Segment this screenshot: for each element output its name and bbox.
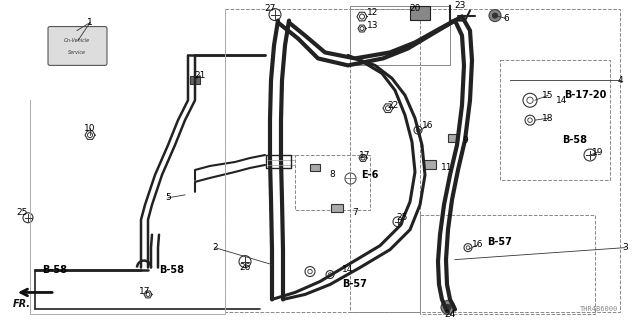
Text: 7: 7 [352,208,358,217]
Text: 11: 11 [441,164,452,172]
Circle shape [445,305,451,310]
Text: 20: 20 [410,4,420,13]
Text: B-58: B-58 [42,265,67,275]
Text: B-57: B-57 [342,279,367,290]
Text: 3: 3 [622,243,628,252]
Text: Service: Service [68,50,86,55]
Text: 10: 10 [84,124,96,132]
Bar [410,6,430,20]
Text: 18: 18 [542,114,554,123]
Text: 17: 17 [359,150,371,160]
Bar [295,155,370,210]
Bar [310,164,320,172]
Bar [225,9,420,312]
Text: 22: 22 [387,101,399,110]
Text: 21: 21 [195,71,205,80]
FancyBboxPatch shape [48,27,107,65]
Bar [350,6,450,65]
Circle shape [441,300,455,314]
Circle shape [493,13,497,18]
Text: 9: 9 [462,136,468,145]
Text: On-Vehicle: On-Vehicle [64,38,90,43]
Text: 6: 6 [503,14,509,23]
Text: FR.: FR. [13,300,31,309]
Text: 14: 14 [342,265,354,274]
Text: 25: 25 [16,208,28,217]
Text: B-57: B-57 [488,237,513,247]
Text: 5: 5 [165,193,171,202]
Text: 1: 1 [87,18,93,27]
Text: B-17-20: B-17-20 [564,90,606,100]
Text: 17: 17 [140,287,151,296]
Text: 25: 25 [396,213,408,222]
Text: 14: 14 [556,96,568,105]
Text: 4: 4 [617,76,623,85]
Bar [500,60,610,180]
Text: E-6: E-6 [362,170,379,180]
Text: 23: 23 [454,1,466,10]
Text: 19: 19 [592,148,604,156]
Text: 12: 12 [367,8,379,17]
Text: 24: 24 [444,310,456,319]
Text: 8: 8 [329,171,335,180]
Bar [420,215,595,314]
Text: 16: 16 [422,121,434,130]
Bar [331,204,343,212]
Bar [190,76,200,84]
Text: 16: 16 [472,240,484,249]
Text: 27: 27 [264,4,276,13]
Text: B-58: B-58 [159,265,184,275]
Circle shape [489,10,501,21]
Bar [448,134,458,142]
Text: 2: 2 [212,243,218,252]
Bar [350,9,620,312]
Text: 15: 15 [542,91,554,100]
Text: THR4B6000: THR4B6000 [580,306,618,312]
Text: 26: 26 [239,263,251,272]
Bar [424,161,436,170]
Text: B-58: B-58 [563,135,588,145]
Text: 13: 13 [367,21,379,30]
